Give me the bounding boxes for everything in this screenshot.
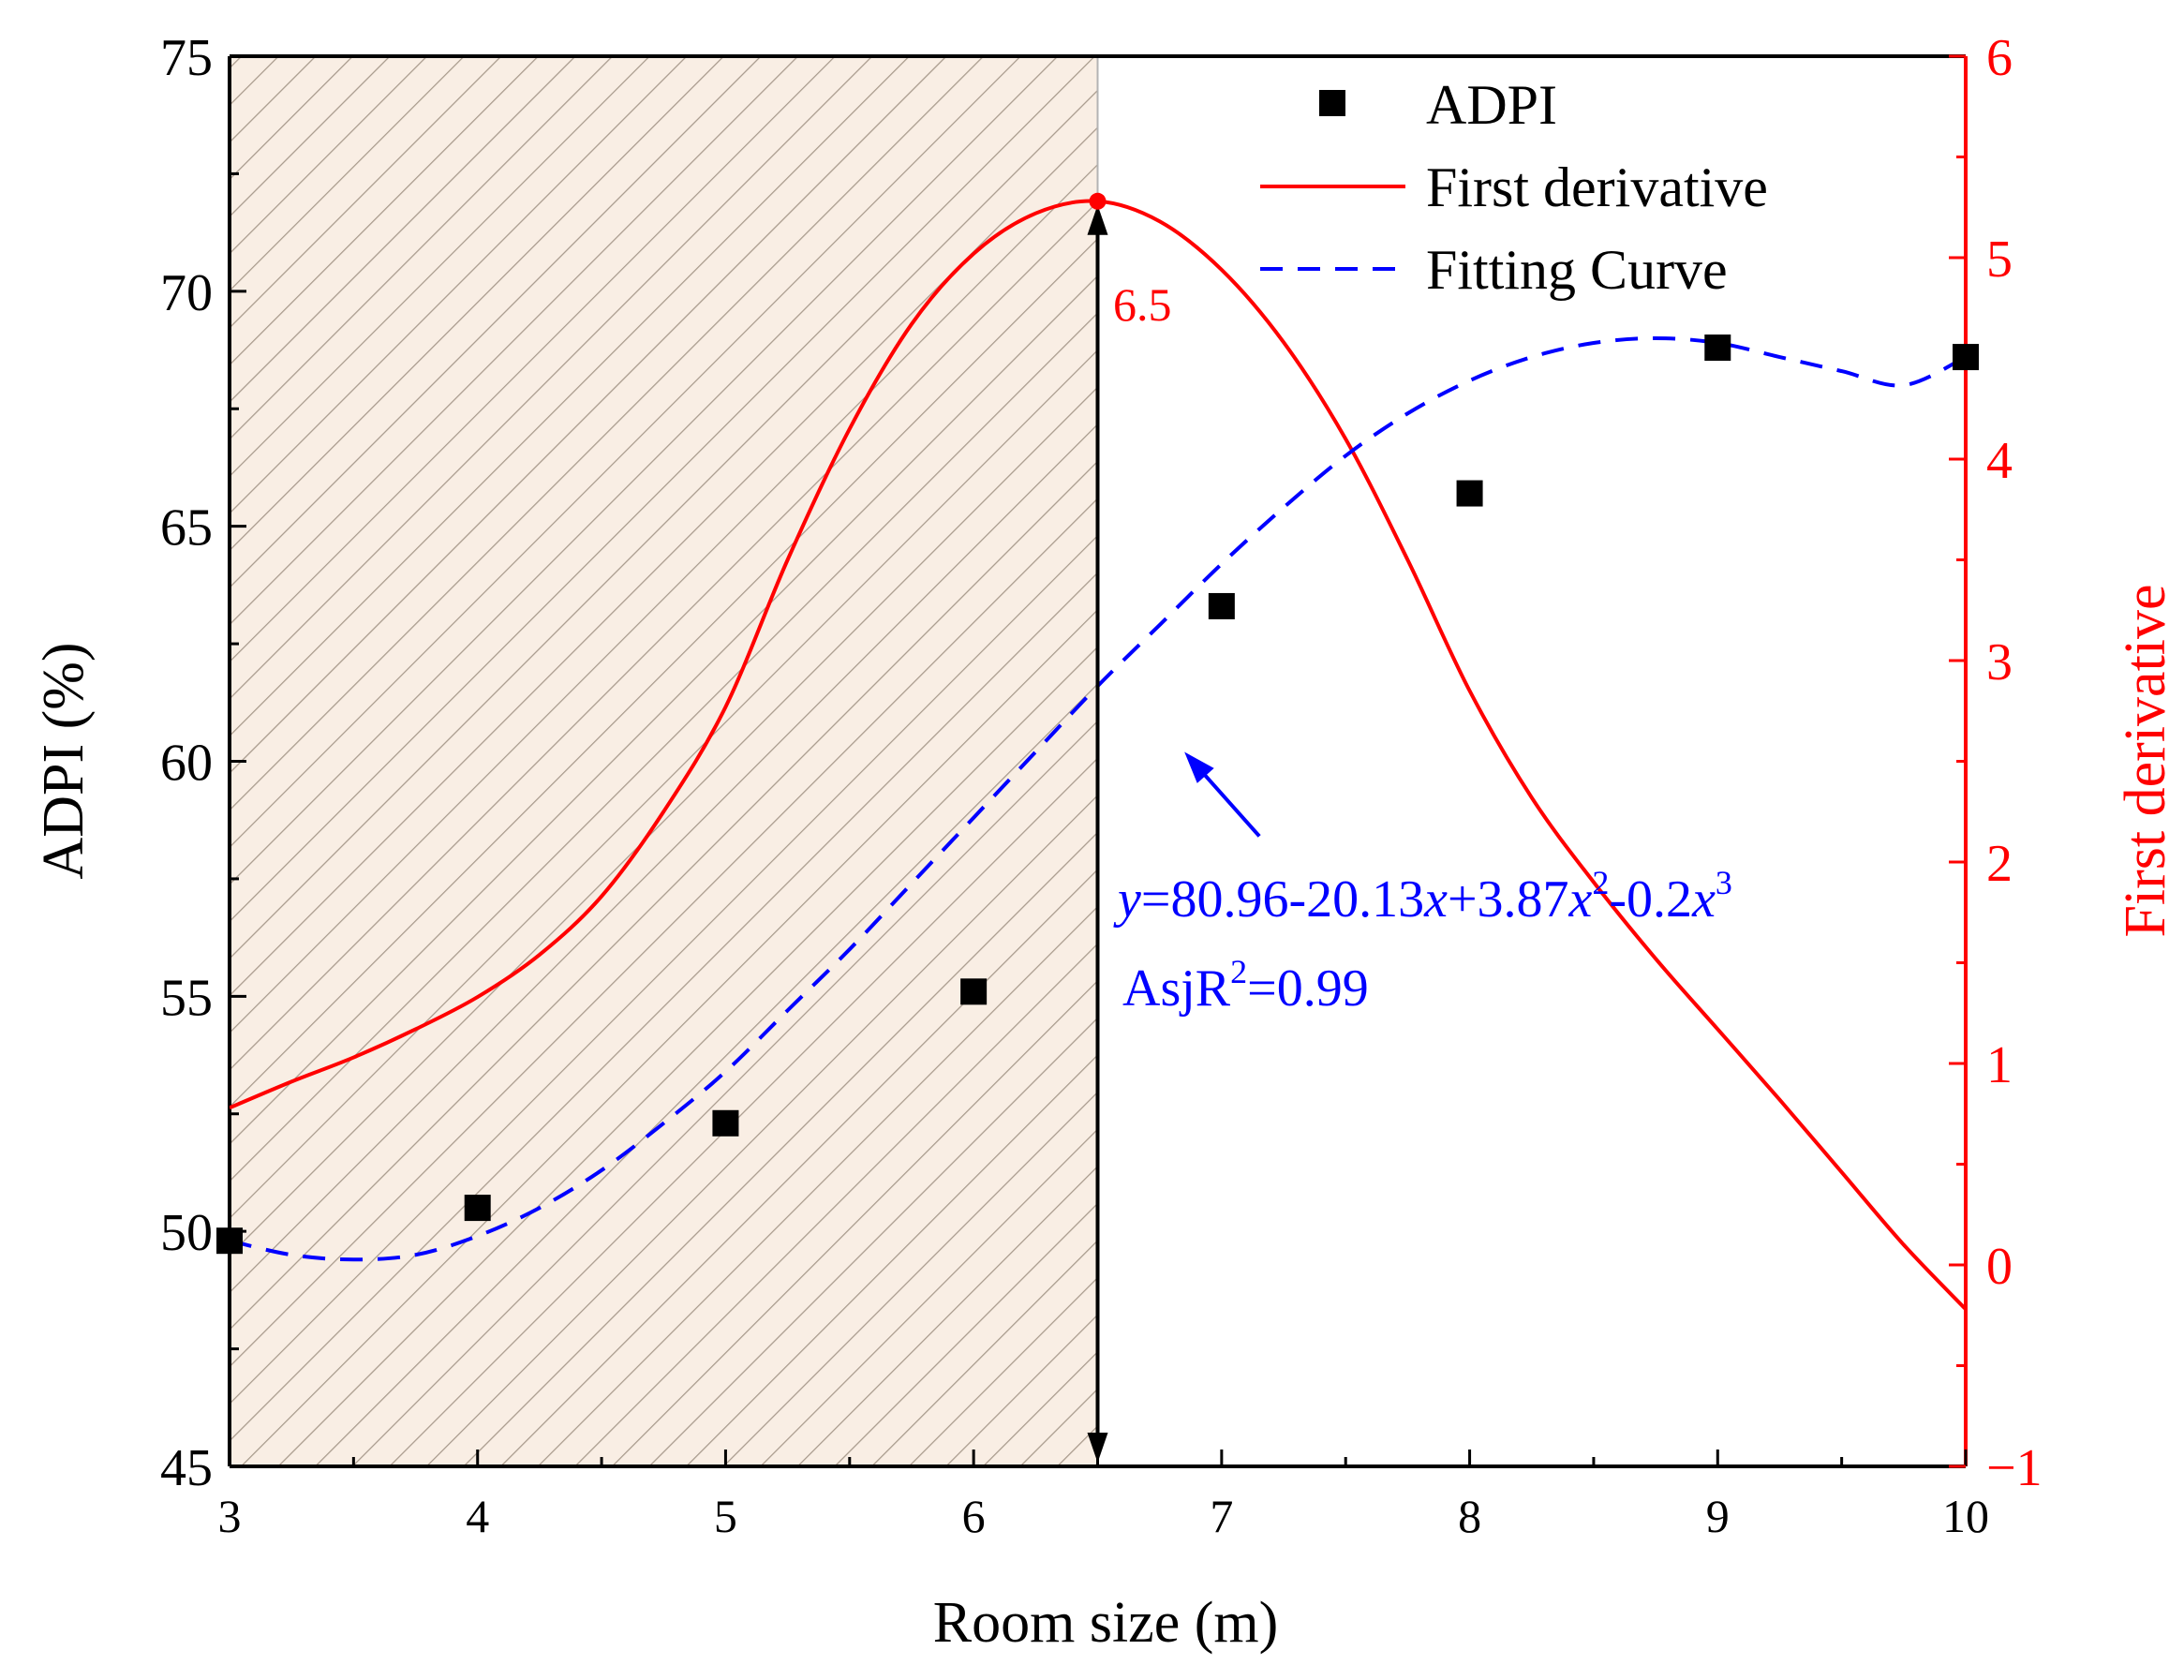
series-layer (230, 199, 1966, 1311)
x-tick-label: 7 (1210, 1490, 1233, 1542)
adpi-point (464, 1195, 491, 1222)
points-layer (216, 335, 1979, 1255)
series-line-fitting-curve (230, 335, 1966, 1262)
x-tick-label: 10 (1942, 1490, 1989, 1542)
x-tick-label: 5 (714, 1490, 737, 1542)
annotation-layer (1087, 192, 1261, 1463)
y-right-tick-label: 6 (1986, 29, 2013, 87)
x-tick-label: 3 (218, 1490, 242, 1542)
y-left-tick-label: 50 (160, 1204, 213, 1262)
equation-part-coef2: +3.87 (1448, 870, 1569, 929)
equation-pointer-line (1196, 766, 1261, 838)
adpi-point (712, 1109, 739, 1137)
y-right-tick-label: 0 (1986, 1238, 2013, 1296)
y-left-tick-label: 65 (160, 499, 213, 558)
y-left-tick-label: 70 (160, 264, 213, 322)
equation-part-x2: x (1568, 870, 1593, 929)
peak-arrow-head-bottom (1087, 1433, 1108, 1463)
adpi-point (960, 978, 988, 1005)
y-right-axis-title: First derivative (2114, 584, 2177, 937)
adpi-point (216, 1227, 243, 1255)
peak-point (1089, 192, 1107, 210)
adpi-point (1704, 335, 1731, 362)
y-left-axis-title: ADPI (%) (32, 642, 96, 879)
peak-arrow-head-top (1087, 204, 1108, 235)
equation-part-x1: x (1423, 870, 1448, 929)
legend-label-first-derivative: First derivative (1426, 156, 1768, 218)
y-right-tick-label: 5 (1986, 230, 2013, 289)
r2-text: AsjR2=0.99 (1122, 953, 1369, 1018)
x-tick-label: 6 (962, 1490, 986, 1542)
equation-part-constant: =80.96-20.13 (1141, 870, 1424, 929)
shaded-region (230, 56, 1098, 1466)
y-left-tick-label: 45 (160, 1439, 213, 1497)
peak-label: 6.5 (1113, 278, 1172, 331)
legend-marker-adpi (1319, 90, 1345, 116)
legend-label-adpi: ADPI (1426, 74, 1557, 136)
equation-text: y=80.96-20.13x+3.87x2-0.2x3 (1113, 864, 1732, 929)
legend-label-fitting-curve: Fitting Curve (1426, 239, 1728, 301)
equation-part-coef3: -0.2 (1609, 870, 1692, 929)
y-right-tick-label: 1 (1986, 1036, 2013, 1094)
y-right-tick-label: 2 (1986, 835, 2013, 893)
equation-part-x3: x (1691, 870, 1716, 929)
y-right-tick-label: 4 (1986, 432, 2013, 490)
x-tick-label: 9 (1706, 1490, 1730, 1542)
r2-part-exp: 2 (1230, 953, 1247, 990)
adpi-point (1953, 344, 1979, 371)
equation-part-exp2: 2 (1592, 864, 1609, 901)
y-left-tick-label: 60 (160, 735, 213, 793)
equation-pointer-head (1184, 751, 1214, 783)
x-axis-title: Room size (m) (933, 1591, 1279, 1655)
legend: ADPI First derivative Fitting Curve (1260, 74, 1768, 301)
x-tick-label: 4 (466, 1490, 489, 1542)
adpi-point (1208, 592, 1235, 619)
y-left-tick-label: 75 (160, 29, 213, 87)
y-left-tick-label: 55 (160, 969, 213, 1027)
equation-part-exp3: 3 (1716, 864, 1732, 901)
series-line-first-derivative (230, 199, 1966, 1311)
shaded-region-layer (230, 56, 1099, 1466)
y-right-tick-label: 3 (1986, 633, 2013, 691)
equation-part-y: y (1113, 870, 1141, 929)
r2-part-base: AsjR (1122, 959, 1231, 1018)
x-tick-label: 8 (1458, 1490, 1481, 1542)
r2-part-value: =0.99 (1247, 959, 1369, 1018)
y-right-tick-label: −1 (1986, 1439, 2043, 1497)
adpi-point (1456, 480, 1483, 507)
